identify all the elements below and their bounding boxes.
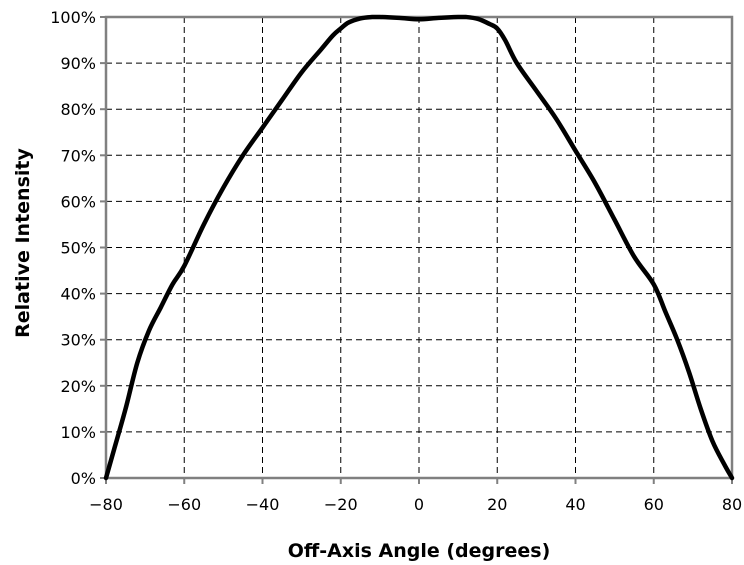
y-tick-label: 60% bbox=[60, 192, 96, 211]
y-tick-label: 40% bbox=[60, 285, 96, 304]
y-tick-label: 50% bbox=[60, 239, 96, 258]
x-tick-label: 20 bbox=[487, 495, 507, 514]
x-axis-title: Off-Axis Angle (degrees) bbox=[288, 540, 551, 562]
y-axis-title: Relative Intensity bbox=[12, 148, 34, 338]
x-tick-label: −80 bbox=[89, 495, 123, 514]
y-tick-label: 100% bbox=[50, 8, 96, 27]
series-line bbox=[103, 14, 735, 481]
y-tick-label: 30% bbox=[60, 331, 96, 350]
x-tick-label: 60 bbox=[644, 495, 664, 514]
y-tick-label: 20% bbox=[60, 377, 96, 396]
y-tick-label: 70% bbox=[60, 146, 96, 165]
x-tick-label: 40 bbox=[565, 495, 585, 514]
x-tick-label: −60 bbox=[167, 495, 201, 514]
x-tick-label: 80 bbox=[722, 495, 742, 514]
y-axis-ticks: 0% 10% 20% 30% 40% 50% 60% 70% 80% 90% 100% bbox=[50, 8, 106, 488]
y-tick-label: 80% bbox=[60, 100, 96, 119]
y-tick-label: 0% bbox=[71, 469, 96, 488]
grid-lines bbox=[106, 17, 732, 478]
y-tick-label: 90% bbox=[60, 54, 96, 73]
y-tick-label: 10% bbox=[60, 423, 96, 442]
x-axis-ticks: −80 −60 −40 −20 0 20 40 60 80 bbox=[89, 478, 742, 514]
x-tick-label: −20 bbox=[324, 495, 358, 514]
x-tick-label: −40 bbox=[246, 495, 280, 514]
x-tick-label: 0 bbox=[414, 495, 424, 514]
